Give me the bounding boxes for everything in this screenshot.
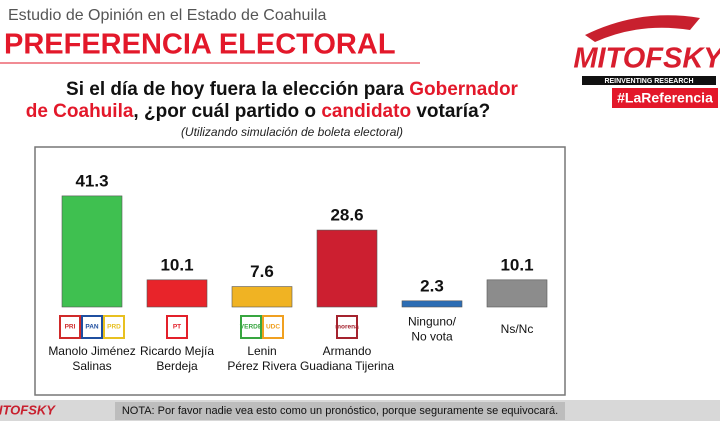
category-label: Lenin — [247, 344, 276, 358]
footer-logo: MITOFSKY — [0, 402, 56, 417]
category-label: Salinas — [72, 359, 111, 373]
question-line: Si el día de hoy fuera la elección para … — [66, 79, 519, 100]
question-segment: candidato — [321, 101, 411, 122]
page-title: PREFERENCIA ELECTORAL — [4, 29, 396, 61]
category-label: Ricardo Mejía — [140, 344, 214, 358]
question-segment: de Coahuila — [26, 101, 134, 122]
logo-name: MITOFSKY — [573, 43, 720, 75]
category-label: No vota — [411, 330, 453, 344]
title-rule — [0, 62, 420, 64]
logo-swoosh — [585, 15, 700, 42]
category-label: Manolo Jiménez — [48, 344, 135, 358]
value-label: 7.6 — [250, 262, 274, 281]
value-label: 10.1 — [500, 255, 533, 274]
bar — [401, 300, 463, 308]
party-logo — [103, 315, 125, 339]
party-logo — [81, 315, 103, 339]
value-label: 2.3 — [420, 276, 444, 295]
question-segment: , ¿por cuál partido o — [133, 101, 321, 122]
question: Si el día de hoy fuera la elección para … — [26, 79, 519, 122]
bar — [61, 195, 123, 308]
party-logo — [59, 315, 81, 339]
value-label: 41.3 — [75, 171, 108, 190]
note-box — [115, 402, 565, 420]
party-name: PRD — [107, 324, 121, 331]
category-label: Ns/Nc — [501, 322, 534, 336]
bar — [231, 286, 293, 308]
party-name: PT — [173, 324, 181, 331]
party-logo — [336, 315, 358, 339]
chart-frame — [34, 146, 566, 396]
logo-tagline-bar — [582, 76, 716, 85]
question-segment: votaría? — [411, 101, 490, 122]
bar — [316, 229, 378, 308]
bar — [486, 279, 548, 308]
category-label: Armando — [323, 344, 372, 358]
party-name: VERDE — [240, 324, 263, 331]
study-label: Estudio de Opinión en el Estado de Coahu… — [8, 7, 327, 24]
category-label: Guadiana Tijerina — [300, 359, 394, 373]
subtitle: (Utilizando simulación de boleta elector… — [181, 125, 403, 139]
party-name: morena — [335, 324, 359, 331]
party-name: PRI — [65, 324, 76, 331]
value-label: 10.1 — [160, 255, 193, 274]
note: NOTA: Por favor nadie vea esto como un p… — [122, 405, 558, 417]
party-logo — [240, 315, 262, 339]
question-segment: Gobernador — [409, 79, 518, 100]
bar — [146, 279, 208, 308]
category-label: Ninguno/ — [408, 315, 457, 329]
value-label: 28.6 — [330, 206, 363, 225]
category-label: Berdeja — [156, 359, 198, 373]
category-label: Pérez Rivera — [227, 359, 297, 373]
logo-tagline: REINVENTING RESEARCH — [604, 78, 693, 85]
logo-hashtag: #LaReferencia — [617, 90, 713, 106]
hashtag-box — [612, 88, 718, 108]
party-logo — [262, 315, 284, 339]
party-logo — [166, 315, 188, 339]
party-name: UDC — [266, 324, 280, 331]
party-name: PAN — [85, 324, 99, 331]
question-segment: Si el día de hoy fuera la elección para — [66, 79, 409, 100]
question-line: de Coahuila, ¿por cuál partido o candida… — [26, 101, 491, 122]
